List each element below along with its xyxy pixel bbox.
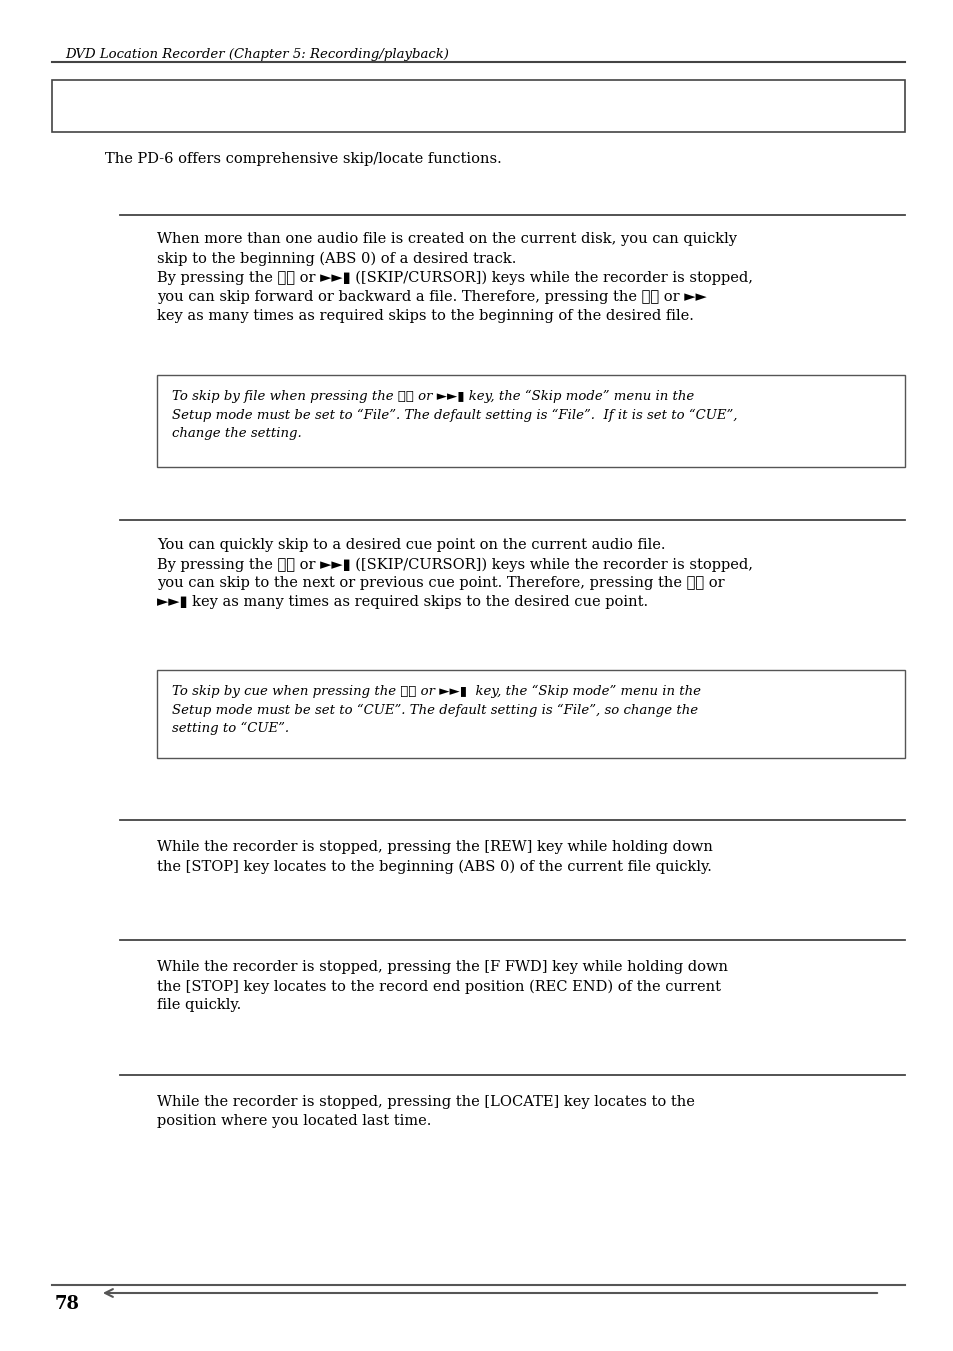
Text: You can quickly skip to a desired cue point on the current audio file.
By pressi: You can quickly skip to a desired cue po… xyxy=(157,538,752,609)
Text: DVD Location Recorder (Chapter 5: Recording/playback): DVD Location Recorder (Chapter 5: Record… xyxy=(65,49,449,61)
Text: The PD-6 offers comprehensive skip/locate functions.: The PD-6 offers comprehensive skip/locat… xyxy=(105,153,501,166)
Bar xyxy=(52,80,904,132)
Text: While the recorder is stopped, pressing the [LOCATE] key locates to the
position: While the recorder is stopped, pressing … xyxy=(157,1096,694,1128)
Text: While the recorder is stopped, pressing the [REW] key while holding down
the [ST: While the recorder is stopped, pressing … xyxy=(157,840,712,874)
Text: While the recorder is stopped, pressing the [F FWD] key while holding down
the [: While the recorder is stopped, pressing … xyxy=(157,961,727,1012)
Text: To skip by cue when pressing the ⧖⧖ or ►►▮  key, the “Skip mode” menu in the
Set: To skip by cue when pressing the ⧖⧖ or ►… xyxy=(172,685,700,735)
Text: To skip by file when pressing the ⧖⧖ or ►►▮ key, the “Skip mode” menu in the
Set: To skip by file when pressing the ⧖⧖ or … xyxy=(172,390,737,439)
Bar xyxy=(157,670,904,758)
Text: When more than one audio file is created on the current disk, you can quickly
sk: When more than one audio file is created… xyxy=(157,232,752,323)
Text: 78: 78 xyxy=(55,1296,80,1313)
Bar xyxy=(157,376,904,467)
